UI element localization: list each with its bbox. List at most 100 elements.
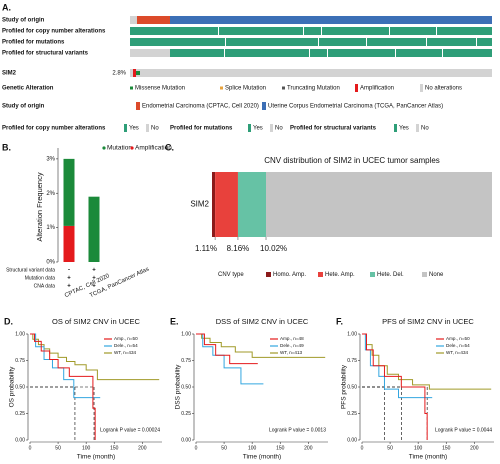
legend-swatch	[146, 124, 149, 132]
table-cell: +	[92, 268, 96, 274]
table-cell: +	[67, 284, 71, 290]
y-tick-label: 0.75	[347, 358, 357, 364]
legend-dot	[130, 146, 134, 150]
track-gap	[366, 38, 367, 46]
x-tick-label: 50	[387, 445, 393, 451]
bar-segment	[212, 172, 216, 237]
y-tick-label: 0.00	[15, 437, 25, 443]
track-cell	[130, 27, 492, 35]
legend-swatch	[416, 124, 419, 132]
track-cell	[130, 49, 170, 57]
x-tick-label: 50	[55, 445, 61, 451]
track-gap	[321, 27, 322, 35]
y-tick-label: 0.50	[15, 384, 25, 390]
survival-curve	[196, 333, 258, 365]
y-tick-label: 1.00	[181, 331, 191, 337]
legend-label: No alterations	[425, 86, 462, 92]
table-cell: -	[68, 268, 70, 274]
x-tick-label: 0	[361, 445, 364, 451]
legend-swatch	[266, 272, 271, 277]
y-axis-label: DSS probability	[175, 364, 182, 410]
legend-title: Study of origin	[2, 104, 45, 110]
x-tick-label: 0	[195, 445, 198, 451]
legend-swatch	[262, 102, 266, 110]
legend-swatch	[355, 84, 358, 92]
y-axis-label: PFS probability	[341, 364, 348, 409]
legend-label: Yes	[399, 126, 409, 132]
survival-curve	[362, 333, 433, 399]
track-cell	[130, 38, 492, 46]
track-label: Profiled for structural variants	[2, 51, 89, 57]
legend-label: Dele., n=54	[446, 343, 470, 348]
y-axis-label: OS probability	[9, 366, 16, 408]
legend-swatch	[318, 272, 323, 277]
bar-segment	[63, 158, 75, 226]
y-tick-label: 1.00	[347, 331, 357, 337]
track-gap	[389, 27, 390, 35]
table-cell: +	[67, 276, 71, 282]
legend-swatch	[136, 102, 140, 110]
legend-label: Yes	[253, 126, 263, 132]
bar-segment	[237, 172, 267, 237]
gene-label: SIM2	[2, 71, 17, 77]
legend-label: Amp., n=50	[446, 336, 470, 341]
legend-label: Splice Mutation	[225, 86, 266, 92]
legend-label: Homo. Amp.	[273, 272, 306, 278]
x-tick-label: 0	[29, 445, 32, 451]
legend-swatch	[130, 86, 133, 90]
legend-swatch	[420, 84, 423, 92]
track-gap	[218, 27, 219, 35]
gene-cell	[133, 69, 136, 77]
value-label: 8.16%	[227, 244, 250, 253]
legend-label: Amp., n=48	[280, 336, 304, 341]
track-cell	[170, 16, 492, 24]
gene-frequency: 2.8%	[112, 71, 126, 77]
legend-swatch	[270, 124, 273, 132]
value-label: 10.02%	[260, 244, 287, 253]
x-tick-label: 200	[470, 445, 479, 451]
y-tick-label: 0.25	[347, 411, 357, 417]
legend-label: Amp., n=50	[114, 336, 138, 341]
panel-label: A.	[2, 2, 11, 12]
y-tick-label: 0.75	[15, 358, 25, 364]
table-row-label: Structural variant data	[6, 267, 55, 273]
x-tick-label: 100	[248, 445, 257, 451]
gene-track	[130, 69, 492, 77]
legend-swatch	[394, 124, 397, 132]
legend-title: Profiled for structural variants	[290, 126, 377, 132]
y-tick-label: 0.50	[181, 384, 191, 390]
legend-label: Uterine Corpus Endometrial Carcinoma (TC…	[268, 104, 443, 110]
legend-swatch	[370, 272, 375, 277]
bar-segment	[88, 196, 100, 262]
x-tick-label: 200	[304, 445, 313, 451]
panel-label: B.	[2, 142, 11, 152]
track-gap	[303, 27, 304, 35]
track-gap	[436, 27, 437, 35]
track-cell	[137, 16, 170, 24]
annotation: Logrank P value = 0.00024	[100, 427, 160, 433]
x-tick-label: 150	[442, 445, 451, 451]
y-tick-label: 0.25	[15, 411, 25, 417]
x-axis-label: Time (month)	[409, 454, 447, 461]
value-label: 1.11%	[195, 244, 217, 253]
bar-segment	[63, 225, 75, 262]
survival-curve	[362, 333, 492, 390]
legend-label: Missense Mutation	[135, 86, 185, 92]
y-tick-label: 0%	[46, 260, 55, 266]
table-cell: +	[92, 284, 96, 290]
x-axis-label: Time (month)	[77, 454, 115, 461]
track-label: Study of origin	[2, 18, 45, 24]
survival-curve	[362, 333, 428, 440]
legend-label: Amplification	[360, 86, 394, 92]
legend-swatch	[220, 86, 223, 90]
legend-label: Hete. Amp.	[325, 272, 355, 278]
track-gap	[327, 49, 328, 57]
track-gap	[395, 49, 396, 57]
legend-dot	[102, 146, 106, 150]
track-gap	[224, 49, 225, 57]
panel-label: F.	[336, 316, 343, 326]
panel-label: E.	[170, 316, 179, 326]
table-cell: +	[92, 276, 96, 282]
x-tick-label: 150	[110, 445, 119, 451]
